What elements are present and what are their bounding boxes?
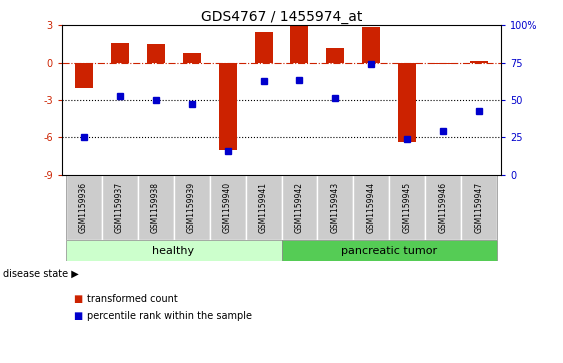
Text: healthy: healthy [153, 246, 195, 256]
Text: GSM1159944: GSM1159944 [367, 182, 376, 233]
Title: GDS4767 / 1455974_at: GDS4767 / 1455974_at [201, 11, 362, 24]
Text: GSM1159937: GSM1159937 [115, 182, 124, 233]
Bar [471, 61, 489, 63]
Text: GSM1159943: GSM1159943 [331, 182, 340, 233]
Text: GSM1159947: GSM1159947 [475, 182, 484, 233]
Bar [354, 175, 390, 240]
Bar [435, 63, 453, 64]
Text: GSM1159939: GSM1159939 [187, 182, 196, 233]
Text: pancreatic tumor: pancreatic tumor [341, 246, 437, 256]
Bar [282, 240, 498, 261]
Bar [254, 32, 272, 63]
Bar [218, 63, 236, 150]
Bar [110, 43, 128, 63]
Text: GSM1159945: GSM1159945 [403, 182, 412, 233]
Bar [173, 175, 209, 240]
Bar [426, 175, 462, 240]
Bar [363, 26, 381, 63]
Text: transformed count: transformed count [87, 294, 178, 305]
Bar [291, 25, 309, 63]
Bar [318, 175, 354, 240]
Text: percentile rank within the sample: percentile rank within the sample [87, 311, 252, 321]
Bar [74, 63, 92, 87]
Bar [390, 175, 426, 240]
Text: GSM1159938: GSM1159938 [151, 182, 160, 233]
Text: disease state ▶: disease state ▶ [3, 269, 79, 279]
Text: GSM1159946: GSM1159946 [439, 182, 448, 233]
Text: GSM1159936: GSM1159936 [79, 182, 88, 233]
Text: ■: ■ [73, 294, 82, 305]
Bar [462, 175, 498, 240]
Text: ■: ■ [73, 311, 82, 321]
Text: GSM1159942: GSM1159942 [295, 182, 304, 233]
Bar [101, 175, 137, 240]
Bar [65, 240, 282, 261]
Bar [399, 63, 417, 142]
Bar [137, 175, 173, 240]
Bar [282, 175, 318, 240]
Text: GSM1159940: GSM1159940 [223, 182, 232, 233]
Bar [209, 175, 245, 240]
Bar [146, 44, 164, 63]
Bar [65, 175, 101, 240]
Bar [245, 175, 282, 240]
Bar [182, 53, 200, 63]
Text: GSM1159941: GSM1159941 [259, 182, 268, 233]
Bar [327, 48, 345, 63]
